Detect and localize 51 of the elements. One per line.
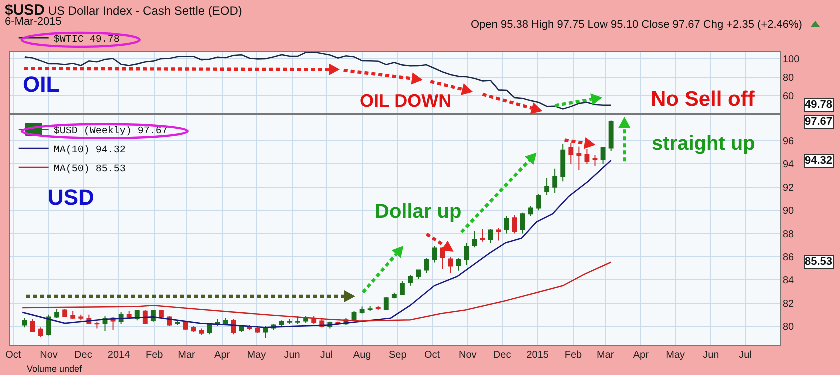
x-tick-label: Jul: [739, 350, 752, 361]
annotation: OIL DOWN: [360, 91, 452, 111]
y-tick-label: 60: [783, 91, 795, 102]
x-tick-label: Feb: [146, 350, 164, 361]
x-tick-label: Feb: [564, 350, 582, 361]
text: 85.53: [805, 256, 833, 268]
x-tick-label: 2015: [526, 350, 550, 361]
y-tick-label: 84: [783, 276, 795, 287]
annotation: No Sell off: [651, 88, 756, 111]
y-tick-label: 82: [783, 298, 795, 310]
x-tick-label: Dec: [74, 350, 92, 361]
annotation: Dollar up: [375, 201, 462, 223]
x-tick-label: May: [666, 350, 686, 361]
x-tick-label: Nov: [458, 350, 477, 361]
x-tick-label: Jun: [284, 350, 300, 361]
text: 97.67: [805, 116, 833, 128]
y-tick-label: 88: [783, 229, 795, 240]
y-tick-label: 86: [783, 252, 795, 264]
y-tick-label: 94: [783, 160, 795, 171]
x-tick-label: Mar: [178, 350, 196, 361]
x-tick-label: Apr: [633, 350, 650, 361]
x-tick-label: Oct: [424, 350, 440, 361]
legend-label: $USD (Weekly) 97.67: [54, 125, 168, 138]
x-tick-label: 2014: [108, 350, 131, 361]
x-tick-label: Nov: [40, 350, 58, 361]
legend-label: MA(50) 85.53: [54, 163, 126, 176]
x-tick-label: Oct: [6, 350, 22, 361]
x-tick-label: Mar: [596, 350, 615, 361]
text: Open 95.38 High 97.75 Low 95.10 Close 97.67 Chg +2.35 (+2.46%): [471, 19, 802, 31]
x-tick-label: Aug: [353, 350, 372, 361]
x-tick-label: Sep: [388, 350, 408, 361]
x-tick-label: May: [247, 350, 266, 361]
chart-subtitle: 6-Mar-2015: [5, 16, 62, 28]
x-tick-label: Dec: [493, 350, 512, 361]
annotation: USD: [48, 185, 94, 210]
annotation: straight up: [652, 133, 756, 155]
y-tick-label: 100: [783, 54, 800, 66]
y-tick-label: 96: [783, 136, 795, 148]
y-tick-label: 80: [783, 322, 795, 333]
y-tick-label: 80: [783, 72, 795, 84]
legend-label: MA(10) 94.32: [54, 144, 126, 156]
x-tick-label: Jun: [703, 350, 720, 361]
annotation: OIL: [23, 72, 60, 97]
text: 49.78: [805, 99, 833, 111]
x-tick-label: Jul: [320, 350, 334, 361]
text: Volume undef: [27, 364, 83, 374]
text: 94.32: [805, 155, 833, 167]
legend-label: $WTIC 49.78: [54, 34, 120, 46]
y-tick-label: 90: [783, 206, 795, 218]
x-tick-label: Apr: [214, 350, 231, 361]
y-tick-label: 92: [783, 182, 795, 194]
